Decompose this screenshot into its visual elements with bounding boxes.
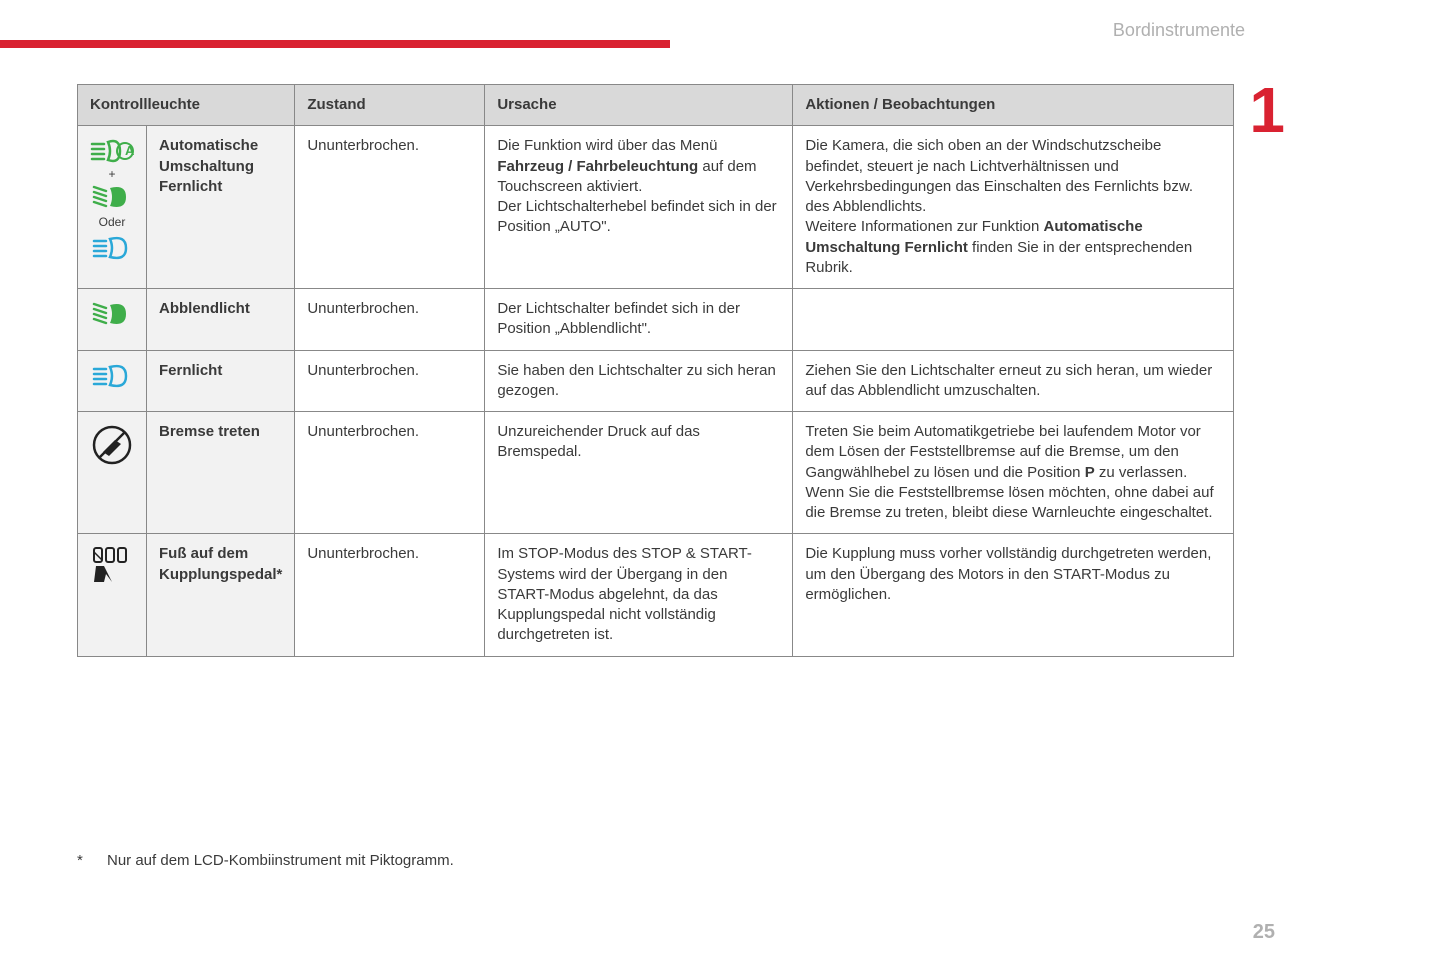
section-title: Bordinstrumente [1113, 20, 1245, 41]
col-kontrollleuchte: Kontrollleuchte [78, 85, 295, 126]
clutch-pedal-icon [90, 546, 134, 584]
zustand-cell: Ununterbrochen. [295, 412, 485, 534]
name-cell: Fernlicht [147, 350, 295, 412]
icon-cell-brake [78, 412, 147, 534]
ursache-cell: Im STOP-Modus des STOP & START-Systems w… [485, 534, 793, 656]
name-cell: Abblendlicht [147, 289, 295, 351]
text: zu verlassen. [1095, 464, 1188, 481]
ursache-cell: Unzureichender Druck auf das Bremspedal. [485, 412, 793, 534]
table-row: Abblendlicht Ununterbrochen. Der Lichtsc… [78, 289, 1234, 351]
chapter-number: 1 [1249, 78, 1285, 142]
table-header-row: Kontrollleuchte Zustand Ursache Aktionen… [78, 85, 1234, 126]
brake-pedal-icon [91, 424, 133, 466]
page-number: 25 [1253, 921, 1275, 944]
col-ursache: Ursache [485, 85, 793, 126]
plus-label: + [90, 166, 134, 182]
high-beam-icon [92, 235, 132, 261]
zustand-cell: Ununterbrochen. [295, 126, 485, 289]
low-beam-icon [92, 301, 132, 327]
aktion-cell [793, 289, 1234, 351]
text: Der Lichtschalterhebel befindet sich in … [497, 198, 776, 235]
name-cell: Automatische Umschaltung Fernlicht [147, 126, 295, 289]
footnote-star: * [77, 852, 87, 869]
icon-cell-low-beam [78, 289, 147, 351]
footnote-text: Nur auf dem LCD-Kombiinstrument mit Pikt… [107, 852, 454, 869]
icon-cell-clutch [78, 534, 147, 656]
table-row: A + Oder [78, 126, 1234, 289]
auto-high-beam-icon: A [90, 138, 134, 164]
aktion-cell: Die Kamera, die sich oben an der Windsch… [793, 126, 1234, 289]
low-beam-icon [92, 184, 132, 210]
zustand-cell: Ununterbrochen. [295, 350, 485, 412]
text: Wenn Sie die Feststellbremse lösen möcht… [805, 484, 1213, 521]
table-row: Fernlicht Ununterbrochen. Sie haben den … [78, 350, 1234, 412]
ursache-cell: Sie haben den Lichtschalter zu sich hera… [485, 350, 793, 412]
footnote: * Nur auf dem LCD-Kombiinstrument mit Pi… [77, 852, 477, 869]
aktion-cell: Treten Sie beim Automatikgetriebe bei la… [793, 412, 1234, 534]
bold-text: P [1085, 464, 1095, 481]
text: Weitere Informationen zur Funktion [805, 218, 1043, 235]
zustand-cell: Ununterbrochen. [295, 289, 485, 351]
col-aktionen: Aktionen / Beobachtungen [793, 85, 1234, 126]
table-row: Fuß auf dem Kupplungspedal* Ununterbroch… [78, 534, 1234, 656]
name-cell: Bremse treten [147, 412, 295, 534]
warning-lights-table: Kontrollleuchte Zustand Ursache Aktionen… [77, 84, 1234, 657]
text: Die Funktion wird über das Menü [497, 137, 717, 154]
icon-cell-auto-beam: A + Oder [78, 126, 147, 289]
name-cell: Fuß auf dem Kupplungspedal* [147, 534, 295, 656]
aktion-cell: Die Kupplung muss vorher vollständig dur… [793, 534, 1234, 656]
ursache-cell: Die Funktion wird über das Menü Fahrzeug… [485, 126, 793, 289]
bold-text: Fahrzeug / Fahrbeleuchtung [497, 158, 698, 175]
icon-cell-high-beam [78, 350, 147, 412]
ursache-cell: Der Lichtschalter befindet sich in der P… [485, 289, 793, 351]
accent-bar [0, 40, 670, 48]
aktion-cell: Ziehen Sie den Lichtschalter erneut zu s… [793, 350, 1234, 412]
col-zustand: Zustand [295, 85, 485, 126]
text: Die Kamera, die sich oben an der Windsch… [805, 137, 1193, 215]
table-row: Bremse treten Ununterbrochen. Unzureiche… [78, 412, 1234, 534]
zustand-cell: Ununterbrochen. [295, 534, 485, 656]
high-beam-icon [92, 363, 132, 389]
oder-label: Oder [90, 214, 134, 230]
